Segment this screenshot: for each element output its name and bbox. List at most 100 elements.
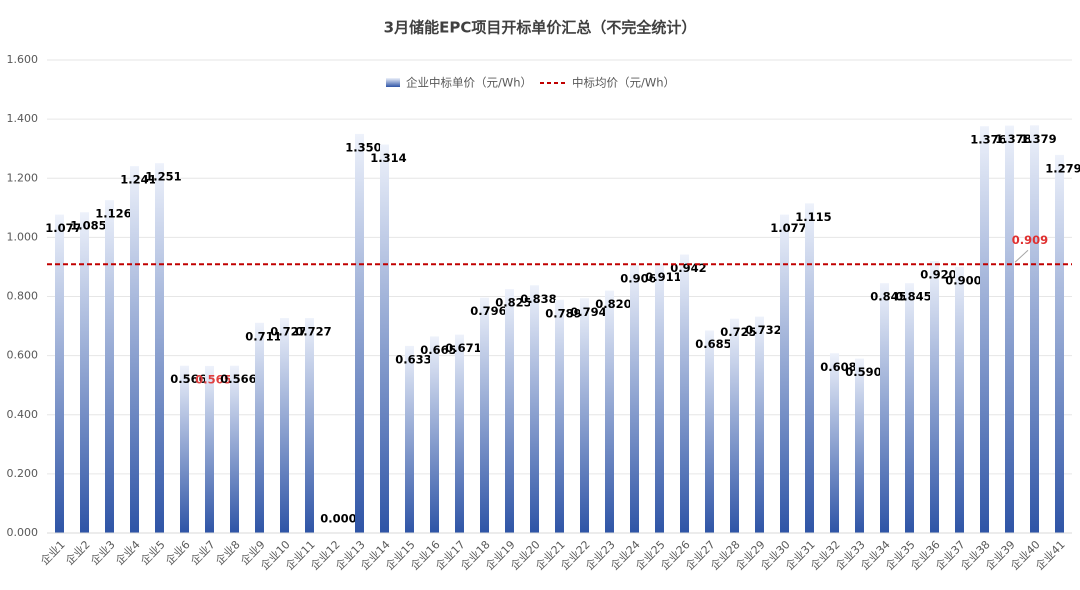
legend-label: 中标均价（元/Wh） [572,76,675,90]
value-label: 1.126 [95,207,131,221]
bar [55,214,64,533]
value-label: 0.727 [295,325,331,339]
bar [855,358,864,533]
value-label: 0.685 [695,337,731,351]
value-label: 0.796 [470,304,506,318]
value-label: 1.115 [795,210,831,224]
x-tick-label: 企业2 [62,537,92,567]
value-label: 1.378 [995,132,1031,146]
bar [905,283,914,533]
bar [980,126,989,533]
bar [255,322,264,533]
value-label: 1.241 [120,173,156,187]
value-label: 0.000 [320,512,356,526]
value-label: 0.820 [595,297,631,311]
value-label: 0.900 [945,273,981,287]
value-label: 1.350 [345,140,381,154]
value-label: 0.711 [245,329,281,343]
value-label: 0.725 [720,325,756,339]
value-label: 1.379 [1020,132,1056,146]
value-label: 0.906 [620,272,656,286]
bar [705,330,714,533]
bar [305,318,314,533]
bar [655,263,664,533]
bar [530,285,539,533]
value-label: 0.789 [545,306,581,320]
value-label: 1.077 [770,221,806,235]
value-label: 0.565 [195,372,231,386]
bar [355,133,364,533]
bar [805,203,814,534]
leader-line [1014,249,1029,263]
bar [80,212,89,533]
value-label: 0.838 [520,292,556,306]
value-label: 0.633 [395,352,431,366]
value-label: 0.671 [445,341,481,355]
bar [430,336,439,533]
bar [605,290,614,533]
x-tick-label: 企业1 [37,537,67,567]
value-label: 1.279 [1045,161,1080,175]
y-tick-label: 0.400 [7,408,39,421]
bar [880,283,889,533]
bar [955,266,964,533]
bar [380,144,389,533]
value-label: 0.942 [670,261,706,275]
x-tick-label: 企业4 [112,537,142,567]
bar [205,365,214,533]
bar [930,261,939,533]
bar [505,289,514,533]
value-label: 0.732 [745,323,781,337]
value-label: 1.251 [145,170,181,184]
x-tick-label: 企业6 [162,537,192,567]
bar [680,254,689,534]
bar [105,200,114,533]
value-label: 1.085 [70,219,106,233]
value-label: 0.566 [170,372,206,386]
bar [455,334,464,533]
y-tick-label: 0.600 [7,349,39,362]
y-tick-label: 1.200 [7,171,39,184]
bar [730,318,739,533]
chart-title: 3月储能EPC项目开标单价汇总（不完全统计） [384,19,697,37]
bar [230,365,239,533]
value-label: 0.590 [845,365,881,379]
bar [1055,154,1064,533]
value-label: 0.911 [645,270,681,284]
value-label: 0.727 [270,325,306,339]
value-label: 1.077 [45,221,81,235]
bar [130,166,139,533]
value-label: 0.825 [495,296,531,310]
y-tick-label: 1.000 [7,230,39,243]
bar [780,214,789,533]
value-label: 0.920 [920,268,956,282]
bar [630,265,639,533]
bar [480,297,489,533]
bar [280,318,289,533]
x-tick-label: 企业5 [137,537,167,567]
value-label: 0.608 [820,360,856,374]
x-tick-label: 企业8 [212,537,242,567]
y-tick-label: 1.600 [7,53,39,66]
x-tick-label: 企业7 [187,537,217,567]
y-tick-label: 1.400 [7,112,39,125]
legend-swatch [386,78,400,87]
bar [1005,125,1014,533]
bar [1030,125,1039,533]
bar [830,353,839,533]
value-label: 0.845 [895,290,931,304]
average-label: 0.909 [1012,233,1048,247]
y-tick-label: 0.000 [7,526,39,539]
value-label: 0.794 [570,305,606,319]
value-label: 1.314 [370,151,406,165]
y-tick-label: 0.200 [7,467,39,480]
bar [155,163,164,533]
bar [580,298,589,533]
bar [405,345,414,533]
value-label: 0.665 [420,343,456,357]
bar [180,365,189,533]
bar [755,316,764,533]
x-tick-label: 企业3 [87,537,117,567]
bar [555,299,564,533]
